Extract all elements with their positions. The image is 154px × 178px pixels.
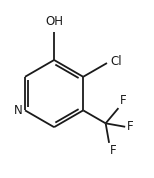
Text: F: F xyxy=(110,144,116,157)
Text: F: F xyxy=(127,120,133,133)
Text: Cl: Cl xyxy=(111,55,122,68)
Text: F: F xyxy=(120,94,127,107)
Text: OH: OH xyxy=(45,15,63,28)
Text: N: N xyxy=(14,104,22,117)
